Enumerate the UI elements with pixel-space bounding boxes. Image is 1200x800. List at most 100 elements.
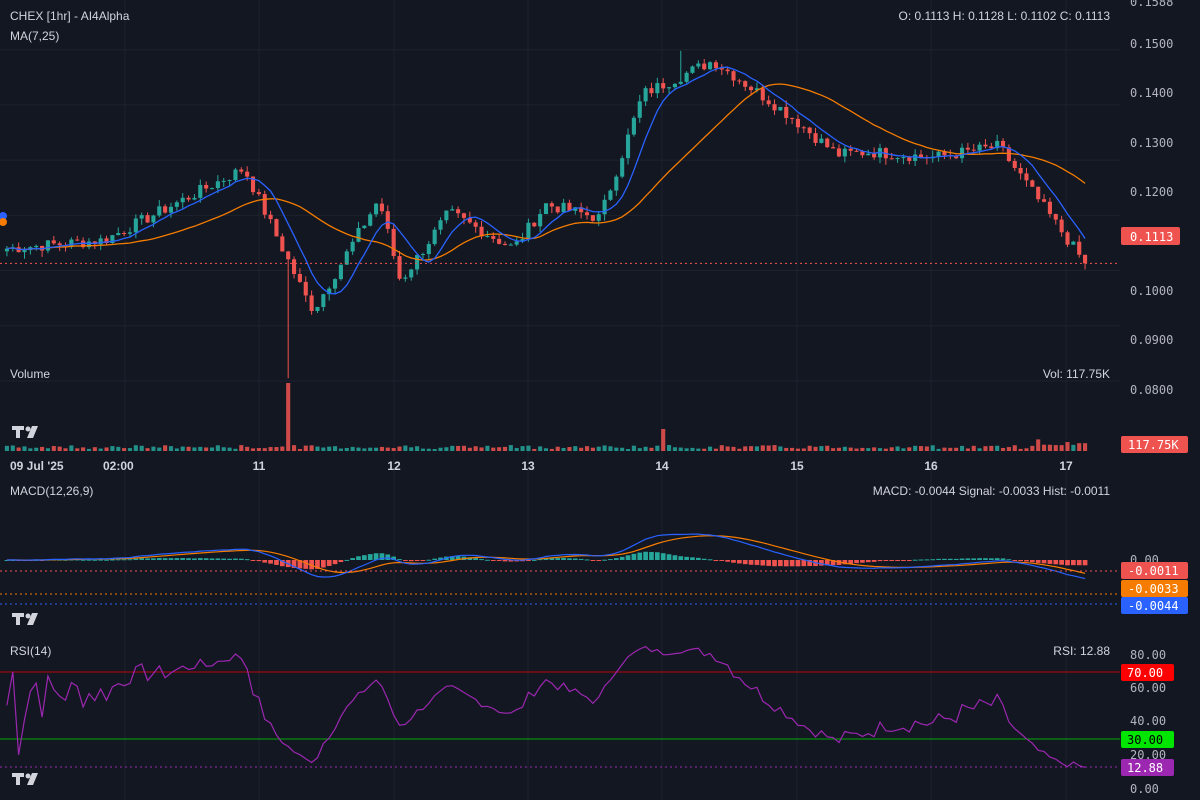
- volume-bar: [10, 445, 15, 451]
- candle-body: [637, 101, 642, 118]
- volume-bar: [760, 445, 765, 451]
- volume-bar: [790, 447, 795, 451]
- candle-body: [491, 236, 496, 239]
- volume-bar: [450, 445, 455, 451]
- candle-body: [350, 241, 355, 252]
- candle-body: [502, 243, 508, 245]
- candle-body: [186, 197, 191, 200]
- macd-hist-bar: [203, 558, 209, 560]
- macd-hist-bar: [660, 553, 666, 560]
- candle-body: [98, 238, 103, 245]
- candle-body: [333, 279, 338, 289]
- candle-body: [69, 239, 74, 247]
- volume-bar: [666, 445, 672, 451]
- macd-hist-bar: [619, 556, 625, 560]
- candle-body: [649, 88, 654, 94]
- rsi-current-tag-bg: [1121, 759, 1174, 776]
- candle-body: [854, 150, 859, 152]
- macd-hist-bar: [1012, 560, 1018, 561]
- volume-bar: [362, 448, 367, 451]
- macd-hist-bar: [947, 558, 953, 560]
- candle-body: [122, 233, 127, 235]
- volume-bar: [491, 447, 496, 451]
- candle-body: [620, 158, 625, 177]
- macd-hist-bar: [197, 558, 203, 560]
- rsi-70-tag: 70.00: [1127, 666, 1163, 680]
- volume-bar: [280, 446, 285, 451]
- candle-body: [678, 81, 683, 84]
- volume-bar: [778, 446, 783, 451]
- macd-hist-bar: [555, 558, 561, 560]
- macd-hist-bar: [233, 558, 238, 560]
- candle-body: [766, 100, 771, 105]
- volume-bar: [163, 445, 168, 451]
- macd-hist-bar: [180, 558, 186, 560]
- rsi-current-tag: 12.88: [1127, 761, 1163, 775]
- volume-bar: [1006, 447, 1011, 451]
- volume-bar: [1030, 445, 1035, 451]
- volume-bar: [995, 445, 1000, 451]
- macd-hist-bar: [244, 559, 250, 561]
- volume-panel[interactable]: [4, 383, 1088, 451]
- macd-hist-bar: [719, 560, 725, 561]
- candle-body: [872, 153, 877, 158]
- candle-body: [520, 239, 525, 242]
- macd-hist-bar: [127, 559, 133, 561]
- volume-bar: [391, 447, 396, 451]
- volume-bar: [971, 445, 976, 451]
- volume-bar: [122, 448, 127, 451]
- macd-hist-bar: [678, 556, 684, 560]
- candle-body: [397, 256, 402, 279]
- volume-label: Volume: [10, 367, 50, 381]
- time-axis[interactable]: 09 Jul '25 02:00 11 12 13 14 15 16 17: [10, 459, 1073, 473]
- volume-bar: [1000, 447, 1006, 451]
- volume-bar: [1065, 442, 1070, 451]
- macd-hist-bar: [824, 560, 830, 566]
- macd-hist-bar: [1041, 560, 1047, 564]
- macd-hist-bar: [514, 560, 520, 562]
- volume-bar: [456, 445, 461, 451]
- macd-hist-bar: [303, 560, 309, 569]
- price-panel[interactable]: [0, 50, 1120, 379]
- volume-bar: [590, 447, 595, 451]
- macd-hist-bar: [385, 554, 391, 560]
- candle-body: [977, 144, 982, 151]
- candle-body: [631, 117, 636, 135]
- candle-body: [420, 254, 426, 256]
- macd-hist-bar: [92, 559, 98, 561]
- price-axis[interactable]: 0.1588 0.1500 0.1400 0.1300 0.1200 0.100…: [1121, 0, 1180, 397]
- macd-hist-bar: [1053, 560, 1059, 565]
- volume-bar: [479, 447, 484, 451]
- macd-hist-bar: [918, 559, 924, 561]
- macd-hist-bar: [63, 559, 68, 561]
- candle-body: [268, 214, 273, 220]
- volume-bar: [942, 447, 947, 451]
- volume-bar: [924, 446, 929, 451]
- macd-panel[interactable]: [0, 533, 1120, 605]
- volume-bar: [397, 446, 402, 451]
- candle-body: [116, 233, 121, 236]
- macd-hist-bar: [748, 560, 754, 565]
- candle-body: [1083, 254, 1088, 264]
- rsi-panel[interactable]: [0, 645, 1120, 768]
- candle-body: [561, 202, 566, 213]
- macd-hist-bar: [145, 558, 150, 560]
- macd-hist-bar: [988, 558, 994, 560]
- volume-bar: [497, 447, 502, 451]
- volume-bar: [28, 448, 33, 451]
- candle-body: [801, 127, 806, 129]
- volume-bar: [315, 446, 320, 451]
- volume-bar: [784, 447, 789, 451]
- macd-hist-bar: [649, 551, 654, 560]
- macd-hist-bar: [754, 560, 760, 565]
- candle-body: [344, 251, 349, 265]
- candle-body: [22, 250, 27, 253]
- macd-hist-bar: [256, 560, 262, 562]
- tradingview-logo-icon: [12, 426, 38, 438]
- macd-hist-bar: [608, 559, 613, 561]
- macd-hist-bar: [320, 560, 326, 568]
- macd-hist-bar: [561, 557, 566, 560]
- candle-body: [831, 147, 836, 149]
- volume-readout: Vol: 117.75K: [1043, 367, 1110, 381]
